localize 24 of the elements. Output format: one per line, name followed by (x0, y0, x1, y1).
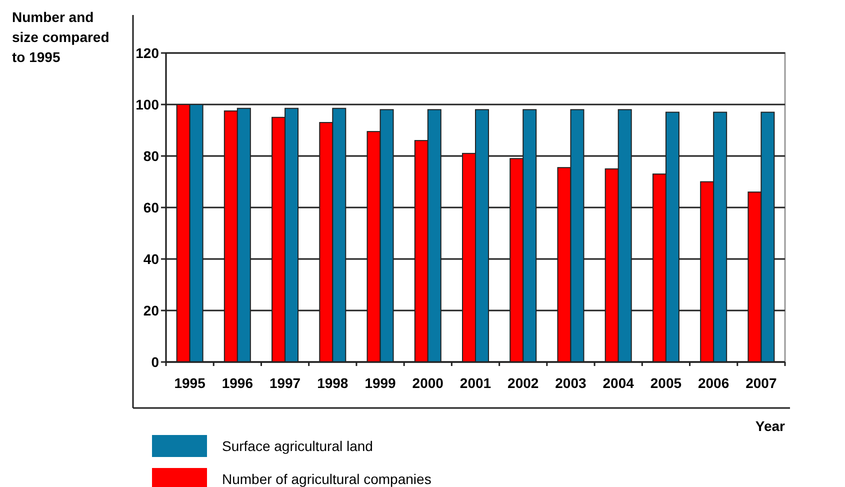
y-tick-label: 20 (143, 302, 160, 318)
y-tick-label: 120 (136, 44, 160, 61)
x-tick-label: 2007 (746, 375, 777, 391)
x-tick-label: 1999 (364, 375, 396, 391)
y-tick-label: 0 (151, 354, 160, 370)
y-tick-label: 60 (143, 199, 160, 216)
x-tick-label: 1998 (317, 375, 348, 391)
legend-label: Number of agricultural companies (222, 470, 432, 487)
legend-label: Surface agricultural land (222, 438, 373, 454)
y-tick-label: 100 (136, 96, 160, 112)
y-tick-label: 40 (143, 250, 160, 267)
x-tick-label: 2000 (412, 375, 444, 391)
x-tick-label: 2006 (698, 375, 730, 391)
x-tick-label: 1995 (174, 375, 206, 391)
x-tick-label: 1996 (222, 375, 254, 391)
x-tick-label: 2002 (508, 375, 539, 391)
x-tick-label: 1997 (269, 375, 301, 391)
y-axis-title: Number and size compared to 1995 (12, 9, 110, 65)
x-tick-label: 2003 (555, 375, 587, 391)
y-tick-label: 80 (143, 148, 160, 164)
x-axis-title: Year (755, 418, 786, 434)
x-tick-label: 2005 (650, 375, 682, 391)
x-tick-label: 2001 (460, 375, 492, 391)
x-tick-label: 2004 (602, 375, 634, 391)
